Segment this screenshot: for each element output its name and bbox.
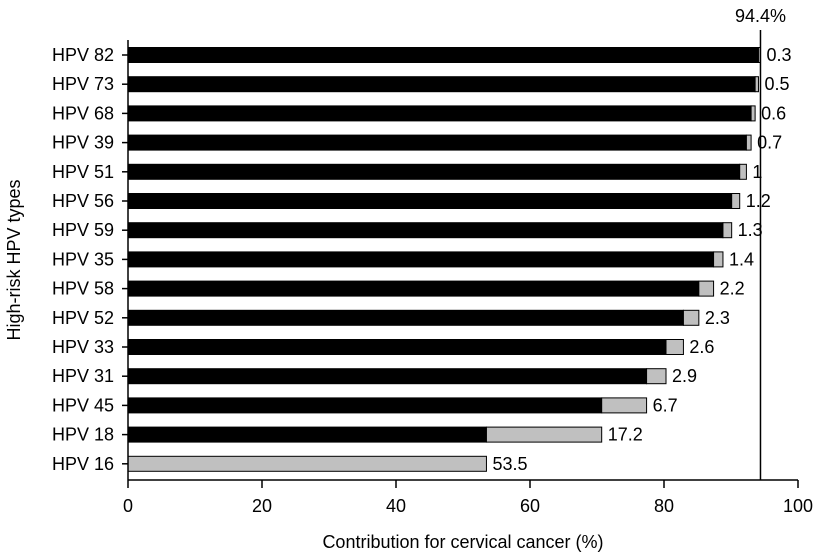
- data-label: 1: [752, 162, 762, 182]
- category-label: HPV 68: [52, 103, 114, 123]
- data-label: 0.3: [766, 45, 791, 65]
- x-tick-label: 0: [123, 496, 133, 516]
- bar-cumulative: [127, 222, 724, 239]
- category-label: HPV 82: [52, 45, 114, 65]
- bar-cumulative: [127, 193, 733, 209]
- bar-contribution: [750, 105, 756, 122]
- bar-cumulative: [127, 397, 603, 414]
- data-label: 1.3: [738, 220, 763, 240]
- bar-contribution: [665, 339, 684, 355]
- bar-cumulative: [127, 339, 667, 355]
- bar-contribution: [485, 426, 603, 443]
- category-label: HPV 52: [52, 308, 114, 328]
- category-label: HPV 56: [52, 191, 114, 211]
- x-tick-label: 20: [252, 496, 272, 516]
- bar-contribution: [127, 455, 487, 472]
- bars-layer: [127, 47, 761, 472]
- bar-contribution: [601, 397, 648, 414]
- bar-cumulative: [127, 309, 684, 326]
- x-tick-label: 60: [520, 496, 540, 516]
- data-label: 1.2: [746, 191, 771, 211]
- x-tick-label: 100: [783, 496, 813, 516]
- category-label: HPV 18: [52, 425, 114, 445]
- data-label: 0.5: [764, 74, 789, 94]
- bar-cumulative: [127, 368, 648, 385]
- bar-cumulative: [127, 134, 747, 151]
- data-label: 2.3: [705, 308, 730, 328]
- labels-layer: 0.3 HPV 82 0.5 HPV 73 0.6 HPV 68 0.7 HPV 39 1 HPV…: [52, 45, 813, 516]
- data-label: 6.7: [653, 395, 678, 415]
- category-label: HPV 39: [52, 133, 114, 153]
- bar-contribution: [713, 251, 724, 268]
- bar-cumulative: [127, 426, 487, 443]
- category-label: HPV 35: [52, 249, 114, 269]
- data-label: 17.2: [608, 425, 643, 445]
- bar-cumulative: [127, 251, 715, 268]
- bar-contribution: [682, 309, 700, 326]
- data-label: 53.5: [492, 454, 527, 474]
- x-tick-label: 80: [654, 496, 674, 516]
- data-label: 0.6: [761, 103, 786, 123]
- category-label: HPV 51: [52, 162, 114, 182]
- bar-contribution: [698, 280, 715, 297]
- bar-contribution: [739, 163, 747, 180]
- category-label: HPV 45: [52, 395, 114, 415]
- category-label: HPV 59: [52, 220, 114, 240]
- x-tick-label: 40: [386, 496, 406, 516]
- category-label: HPV 58: [52, 279, 114, 299]
- reference-line-label: 94.4%: [735, 6, 786, 26]
- data-label: 2.2: [720, 279, 745, 299]
- bar-cumulative: [127, 76, 756, 93]
- category-label: HPV 73: [52, 74, 114, 94]
- bar-contribution: [646, 368, 667, 385]
- x-axis-title: Contribution for cervical cancer (%): [322, 532, 603, 552]
- data-label: 2.9: [672, 366, 697, 386]
- category-label: HPV 31: [52, 366, 114, 386]
- bar-contribution: [754, 76, 759, 93]
- data-label: 0.7: [757, 133, 782, 153]
- bar-cumulative: [127, 105, 752, 122]
- bar-cumulative: [127, 280, 700, 297]
- y-axis-title: High-risk HPV types: [4, 179, 24, 340]
- bar-contribution: [745, 134, 752, 151]
- bar-contribution: [722, 222, 733, 239]
- bar-cumulative: [127, 163, 741, 180]
- category-label: HPV 16: [52, 454, 114, 474]
- data-label: 2.6: [689, 337, 714, 357]
- data-label: 1.4: [729, 249, 754, 269]
- bar-cumulative: [127, 47, 759, 63]
- bar-contribution: [731, 193, 741, 209]
- category-label: HPV 33: [52, 337, 114, 357]
